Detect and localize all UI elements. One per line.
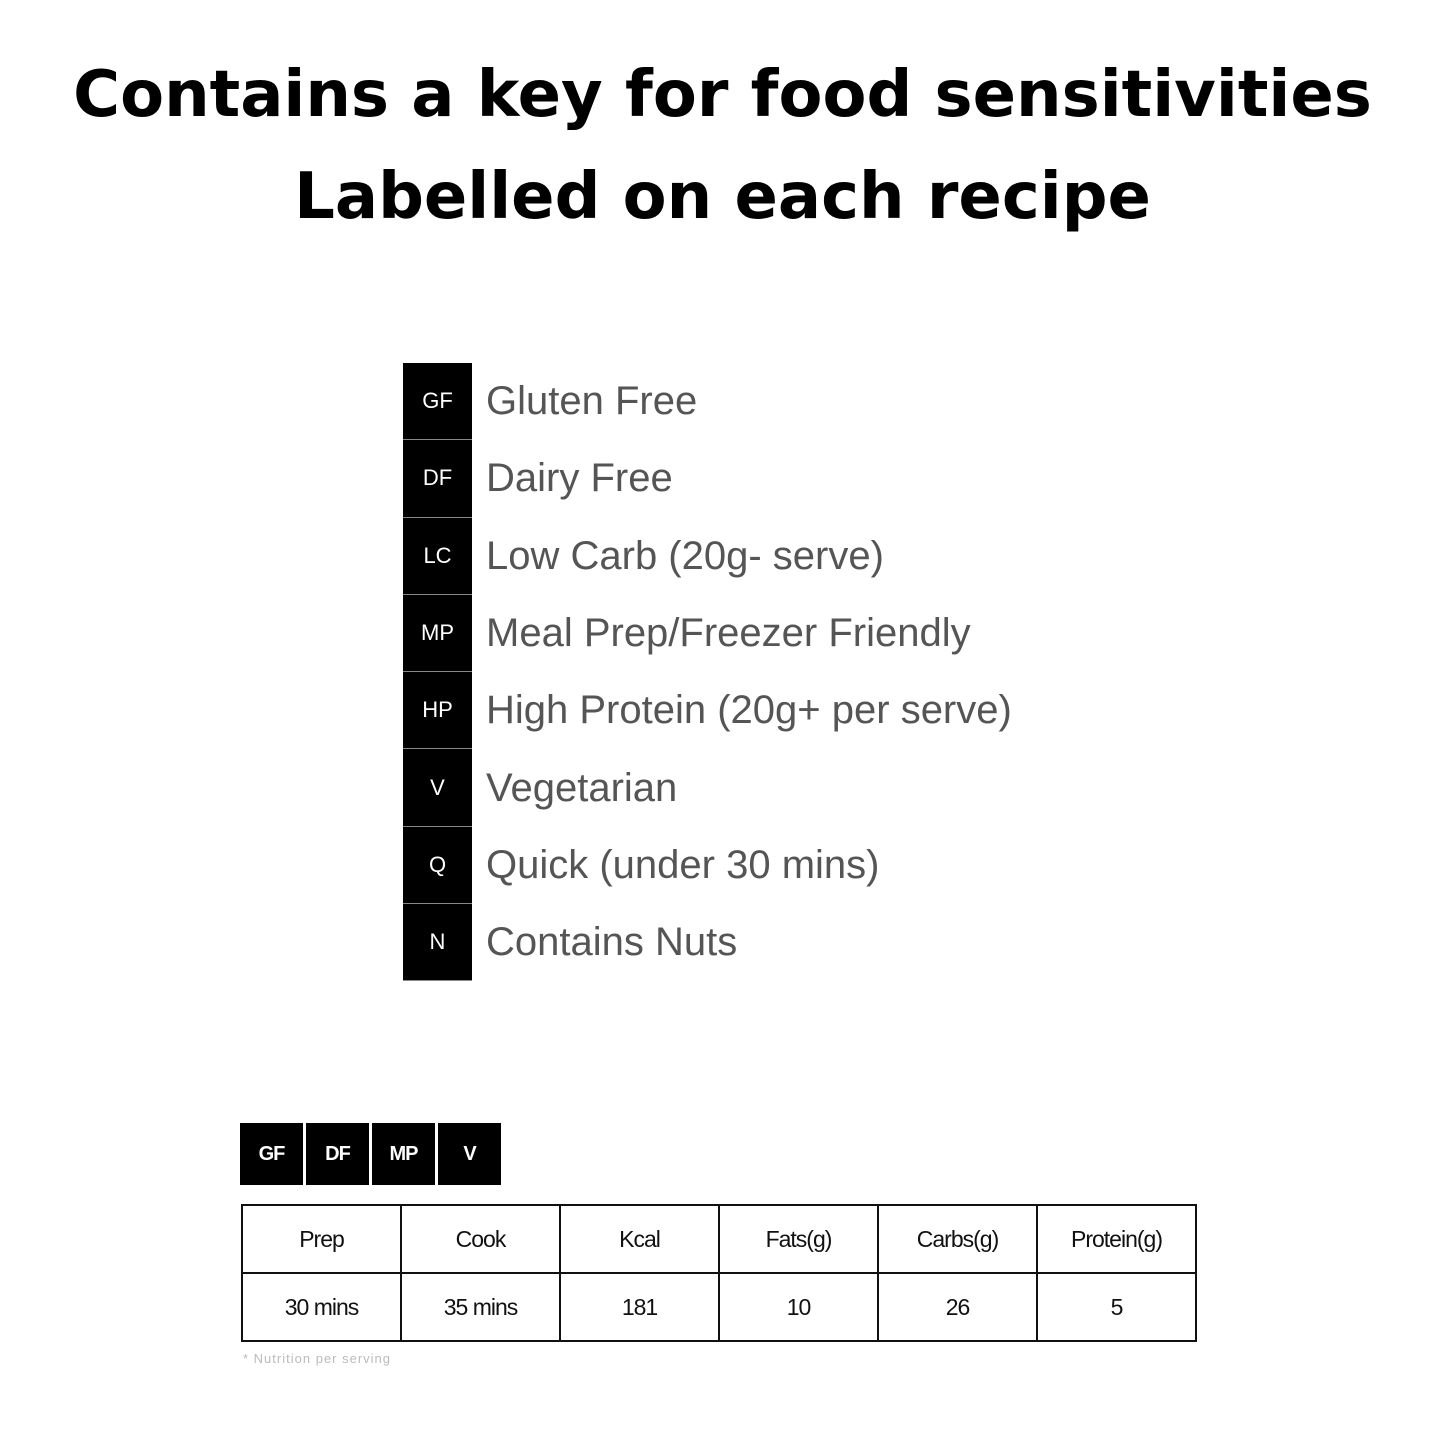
sensitivity-key: GF Gluten Free DF Dairy Free LC Low Carb (2… [403,363,1012,982]
key-row-quick: Q Quick (under 30 mins) [403,826,1012,905]
value-cell: 26 [877,1272,1038,1342]
header-cell: Kcal [559,1204,720,1274]
value-cell: 35 mins [400,1272,561,1342]
heading-line-2: Labelled on each recipe [294,160,1151,234]
key-row-low-carb: LC Low Carb (20g- serve) [403,517,1012,595]
key-code: N [403,904,472,982]
recipe-badges: GF DF MP V [240,1123,501,1185]
key-code: HP [403,672,472,750]
value-cell: 5 [1036,1272,1197,1342]
key-code: DF [403,440,472,518]
header-cell: Fats(g) [718,1204,879,1274]
badge: GF [240,1123,303,1185]
key-label: Meal Prep/Freezer Friendly [486,611,971,656]
key-label: Quick (under 30 mins) [486,842,880,887]
key-code: LC [403,517,472,595]
header-cell: Carbs(g) [877,1204,1038,1274]
header-cell: Prep [241,1204,402,1274]
table-row: 30 mins 35 mins 181 10 26 5 [241,1272,1197,1342]
key-row-nuts: N Contains Nuts [403,904,1012,982]
badge: V [438,1123,501,1185]
badge: MP [372,1123,435,1185]
key-code: GF [403,363,472,441]
header-cell: Cook [400,1204,561,1274]
table-header-row: Prep Cook Kcal Fats(g) Carbs(g) Protein(… [241,1204,1197,1274]
value-cell: 181 [559,1272,720,1342]
key-label: Contains Nuts [486,920,738,965]
footnote: * Nutrition per serving [243,1351,391,1366]
key-label: Gluten Free [486,379,698,424]
key-label: High Protein (20g+ per serve) [486,688,1012,733]
key-label: Low Carb (20g- serve) [486,533,884,578]
key-row-vegetarian: V Vegetarian [403,749,1012,827]
nutrition-table: Prep Cook Kcal Fats(g) Carbs(g) Protein(… [241,1204,1197,1342]
value-cell: 30 mins [241,1272,402,1342]
key-row-gluten-free: GF Gluten Free [403,363,1012,441]
key-code: Q [403,826,472,905]
key-row-high-protein: HP High Protein (20g+ per serve) [403,672,1012,750]
header-cell: Protein(g) [1036,1204,1197,1274]
heading-line-1: Contains a key for food sensitivities [73,58,1372,132]
key-row-dairy-free: DF Dairy Free [403,440,1012,518]
value-cell: 10 [718,1272,879,1342]
key-code: MP [403,594,472,673]
key-row-meal-prep: MP Meal Prep/Freezer Friendly [403,594,1012,673]
key-code: V [403,749,472,827]
key-label: Dairy Free [486,456,673,501]
badge: DF [306,1123,369,1185]
key-label: Vegetarian [486,765,678,810]
